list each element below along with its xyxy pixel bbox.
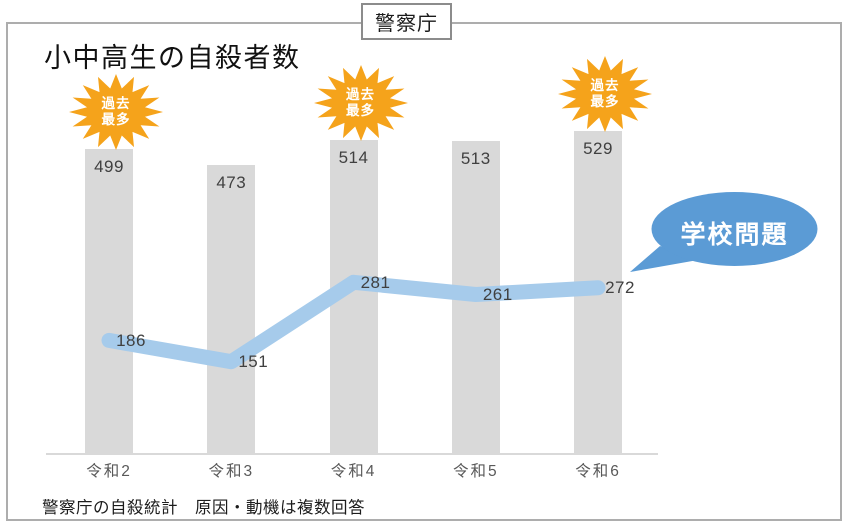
record-high-badge-label: 過去 最多: [86, 96, 146, 128]
speech-bubble-body: [651, 192, 818, 266]
bar-value-label: 529: [583, 138, 613, 158]
record-high-badge-label: 過去 最多: [575, 78, 635, 110]
source-note: 警察庁の自殺統計 原因・動機は複数回答: [42, 499, 365, 517]
line-value-label: 151: [238, 352, 269, 372]
line-value-label: 281: [360, 272, 391, 292]
speech-bubble: [630, 192, 818, 272]
badge-line2: 最多: [346, 102, 375, 118]
line-value-label: 261: [482, 285, 513, 305]
bar-value-label: 513: [460, 148, 491, 168]
x-axis-line: [46, 453, 658, 455]
badge-line1: 過去: [101, 96, 131, 112]
speech-bubble-label: 学校問題: [680, 221, 789, 249]
bar-value-label: 514: [338, 147, 369, 167]
bar-value-label: 473: [216, 172, 247, 192]
badge-line1: 過去: [590, 77, 620, 93]
speech-bubble-tail: [630, 246, 698, 272]
chart-title: 小中高生の自殺者数: [44, 43, 301, 73]
line-value-label: 272: [605, 278, 635, 298]
x-tick-label: 令和2: [86, 463, 132, 480]
bar-令和2: [85, 149, 133, 454]
x-tick-label: 令和3: [208, 463, 255, 480]
bar-令和3: [207, 164, 256, 454]
agency-label: 警察庁: [375, 13, 438, 35]
x-tick-label: 令和4: [330, 463, 377, 480]
bar-value-label: 499: [94, 157, 124, 177]
record-high-badge-label: 過去 最多: [331, 87, 391, 119]
badge-line2: 最多: [590, 93, 620, 109]
badge-line2: 最多: [101, 112, 131, 128]
agency-label-box: 警察庁: [361, 3, 452, 40]
bar-令和4: [329, 139, 378, 454]
x-tick-label: 令和6: [575, 463, 621, 480]
line-value-label: 186: [116, 330, 146, 350]
x-tick-label: 令和5: [452, 463, 499, 480]
badge-line1: 過去: [346, 86, 375, 102]
